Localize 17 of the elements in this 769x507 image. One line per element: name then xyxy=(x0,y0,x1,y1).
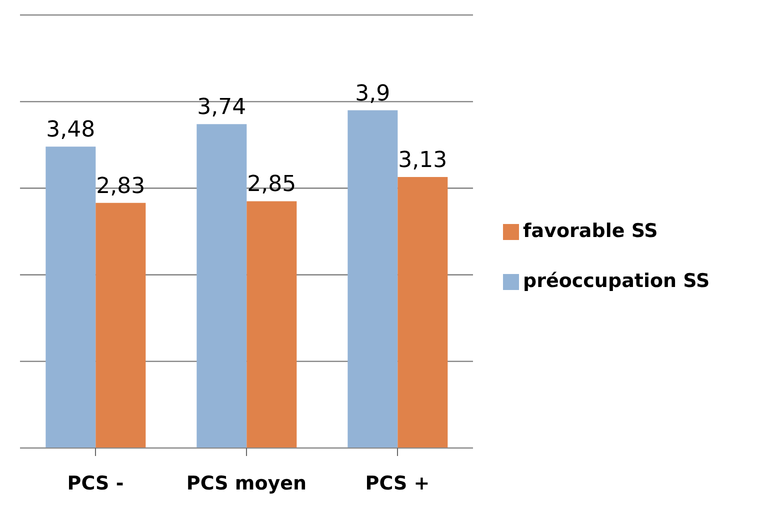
data-label: 3,13 xyxy=(398,148,448,173)
x-tick-label: PCS moyen xyxy=(186,472,307,494)
bar xyxy=(348,110,398,448)
bar xyxy=(196,124,247,448)
bar xyxy=(96,202,146,448)
x-tick-label: PCS + xyxy=(365,472,430,494)
data-label: 2,83 xyxy=(96,174,146,199)
bar xyxy=(46,146,96,448)
x-tick-label: PCS - xyxy=(67,472,124,494)
data-label: 3,48 xyxy=(46,118,96,143)
data-label: 2,85 xyxy=(247,172,296,198)
bar xyxy=(398,176,448,448)
data-label: 3,9 xyxy=(355,81,390,106)
data-label: 3,74 xyxy=(197,95,246,120)
legend-label: favorable SS xyxy=(523,220,658,242)
legend-label: préoccupation SS xyxy=(523,270,710,292)
bar xyxy=(246,201,297,448)
